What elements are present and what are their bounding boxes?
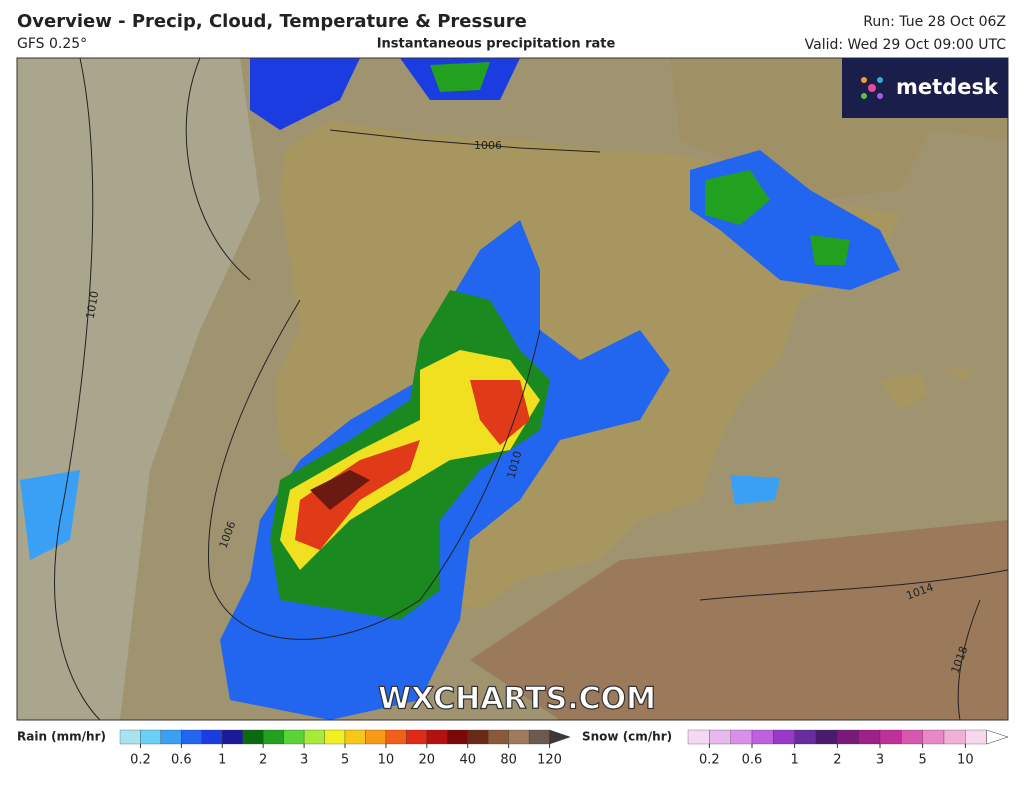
legend-swatch	[140, 729, 162, 745]
isobar-label: 1010	[84, 290, 102, 320]
legend-swatch	[385, 729, 407, 745]
legend-tick-label: 0.2	[130, 753, 151, 768]
legend-swatch	[426, 729, 448, 745]
legend-tick-label: 5	[919, 753, 927, 768]
logo-icon	[861, 77, 883, 99]
legend-swatch	[687, 729, 710, 745]
watermark: WXCHARTS.COM	[378, 682, 656, 717]
legend-tick-label: 40	[459, 753, 476, 768]
legend-arrow	[549, 729, 571, 745]
legend-tick-label: 3	[876, 753, 884, 768]
legend-swatch	[965, 729, 987, 745]
legend-tick-label: 120	[537, 753, 562, 768]
legend-swatch	[815, 729, 838, 745]
legend-swatch	[324, 729, 346, 745]
legend-swatch	[488, 729, 509, 745]
isobar-label: 1006	[474, 139, 502, 152]
legend-tick-label: 0.6	[171, 753, 192, 768]
legend-swatch	[943, 729, 966, 745]
legend-swatch	[365, 729, 387, 745]
legend-tick-label: 80	[500, 753, 517, 768]
legend-tick-label: 10	[378, 753, 395, 768]
legend-swatch	[730, 729, 753, 745]
legend-swatch	[160, 729, 182, 745]
legend-tick-label: 2	[833, 753, 841, 768]
legend-swatch	[181, 729, 202, 745]
legend-swatch	[406, 729, 427, 745]
legend-swatch	[467, 729, 489, 745]
legend-swatch	[201, 729, 223, 745]
legend-swatch	[344, 729, 366, 745]
legend-swatch	[222, 729, 243, 745]
legend-swatch	[751, 729, 774, 745]
title: Overview - Precip, Cloud, Temperature & …	[17, 11, 527, 32]
legend-tick-label: 10	[957, 753, 974, 768]
legend-swatch	[508, 729, 530, 745]
legend-swatch	[242, 729, 264, 745]
legend-swatch	[119, 729, 141, 745]
legend-swatch	[922, 729, 945, 745]
map: 1006 1010 1006 1010 1014 1018 WXCHARTS.C…	[17, 58, 1008, 720]
legend-swatch	[858, 729, 881, 745]
legend-swatch	[447, 729, 468, 745]
legend-swatch	[794, 729, 817, 745]
logo-text: metdesk	[896, 75, 999, 99]
legend-swatch	[283, 729, 305, 745]
model: GFS 0.25°	[17, 36, 87, 52]
legend-tick-label: 0.6	[742, 753, 763, 768]
legend-tick-label: 1	[791, 753, 799, 768]
legend-tick-label: 0.2	[699, 753, 720, 768]
legend-swatch	[773, 729, 795, 745]
legend-swatch	[901, 729, 923, 745]
run: Run: Tue 28 Oct 06Z	[863, 14, 1006, 30]
legend-tick-label: 1	[218, 753, 226, 768]
legend-swatch	[837, 729, 859, 745]
legend-tick-label: 20	[419, 753, 436, 768]
legend-tick-label: 2	[259, 753, 267, 768]
legend-tick-label: 5	[341, 753, 349, 768]
legend-swatch	[879, 729, 902, 745]
legend-arrow	[986, 729, 1009, 745]
legend-label: Snow (cm/hr)	[582, 730, 672, 744]
legend-swatch	[263, 729, 284, 745]
legend-swatch	[303, 729, 325, 745]
legend-swatch	[528, 729, 550, 745]
subtitle: Instantaneous precipitation rate	[377, 37, 616, 52]
valid: Valid: Wed 29 Oct 09:00 UTC	[805, 37, 1007, 53]
legend-tick-label: 3	[300, 753, 308, 768]
legend-label: Rain (mm/hr)	[17, 730, 106, 744]
legend-swatch	[709, 729, 731, 745]
